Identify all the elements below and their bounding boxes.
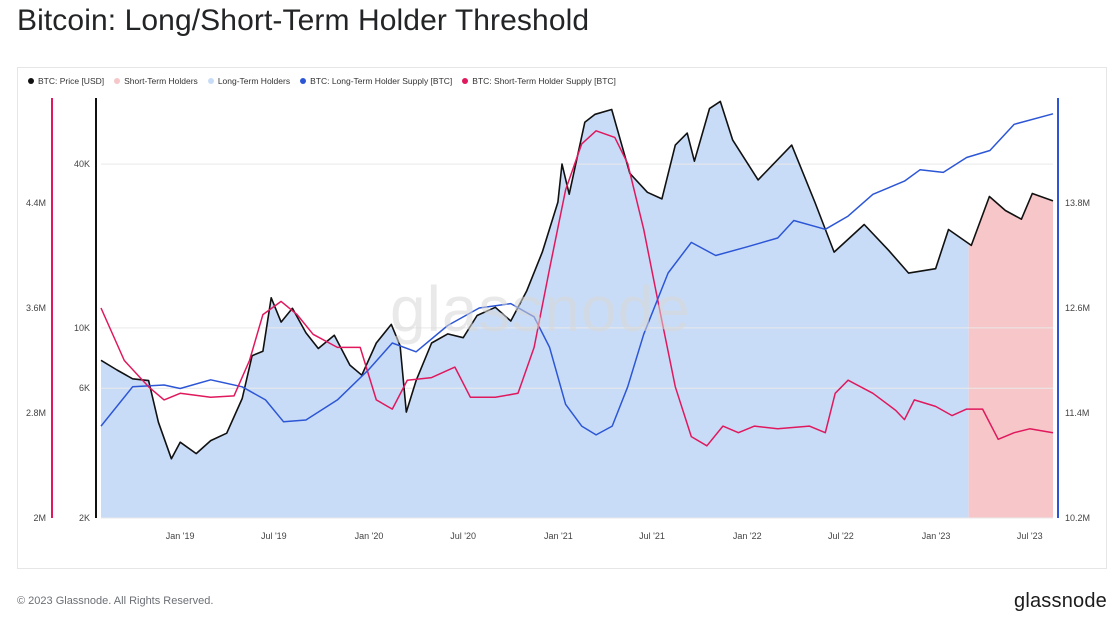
copyright-text: © 2023 Glassnode. All Rights Reserved. <box>17 595 214 607</box>
regime-area-long-term-holders <box>101 101 969 519</box>
x-axis-tick-label: Jul '23 <box>1017 531 1043 541</box>
chart-legend: BTC: Price [USD] Short-Term Holders Long… <box>28 76 616 86</box>
x-axis-tick-label: Jan '23 <box>922 531 951 541</box>
x-axis-tick-label: Jul '21 <box>639 531 665 541</box>
lth-axis-tick-label: 13.8M <box>1065 198 1090 208</box>
glassnode-logo[interactable]: glassnode <box>1014 590 1107 612</box>
lth-axis-tick-label: 10.2M <box>1065 513 1090 523</box>
legend-label-short-term-holders: Short-Term Holders <box>124 76 198 86</box>
legend-label-lth-supply: BTC: Long-Term Holder Supply [BTC] <box>310 76 453 86</box>
sth-axis-tick-label: 2M <box>33 513 46 523</box>
legend-item-short-term-holders[interactable]: Short-Term Holders <box>114 76 198 86</box>
chart-panel: 2M 2.8M 3.6M 4.4M 2K 6K 10K 40K 10.2M 11.4M 12.6M 1… <box>17 67 1107 569</box>
legend-label-price: BTC: Price [USD] <box>38 76 105 86</box>
x-axis-tick-label: Jul '19 <box>261 531 287 541</box>
lth-axis-tick-label: 12.6M <box>1065 303 1090 313</box>
legend-item-sth-supply[interactable]: BTC: Short-Term Holder Supply [BTC] <box>462 76 616 86</box>
legend-swatch-long-term-holders <box>207 78 214 84</box>
sth-axis-tick-label: 3.6M <box>26 303 46 313</box>
legend-item-long-term-holders[interactable]: Long-Term Holders <box>207 76 291 86</box>
price-axis-tick-label: 6K <box>79 383 90 393</box>
lth-axis-tick-label: 11.4M <box>1065 408 1089 418</box>
x-axis-tick-label: Jan '21 <box>544 531 573 541</box>
price-axis-tick-label: 2K <box>79 513 90 523</box>
sth-axis-tick-label: 2.8M <box>26 408 46 418</box>
regime-area-short-term-holders <box>968 193 1053 518</box>
legend-item-lth-supply[interactable]: BTC: Long-Term Holder Supply [BTC] <box>300 76 452 86</box>
legend-item-price[interactable]: BTC: Price [USD] <box>28 76 104 86</box>
x-axis-tick-label: Jan '22 <box>733 531 762 541</box>
sth-axis-tick-label: 4.4M <box>26 198 46 208</box>
chart-title: Bitcoin: Long/Short-Term Holder Threshol… <box>17 4 590 37</box>
legend-label-long-term-holders: Long-Term Holders <box>217 76 291 86</box>
x-axis-tick-label: Jan '19 <box>166 531 195 541</box>
legend-swatch-sth-supply <box>462 78 469 84</box>
sth-supply-line <box>100 130 1054 447</box>
x-axis-tick-label: Jan '20 <box>355 531 384 541</box>
legend-swatch-lth-supply <box>300 78 307 84</box>
price-axis-tick-label: 40K <box>74 159 90 169</box>
price-line <box>100 100 1054 460</box>
legend-swatch-short-term-holders <box>114 78 121 84</box>
x-axis-tick-label: Jul '20 <box>450 531 476 541</box>
price-axis-tick-label: 10K <box>74 323 90 333</box>
legend-swatch-price <box>28 78 34 84</box>
lth-supply-line <box>100 113 1054 436</box>
chart-canvas: 2M 2.8M 3.6M 4.4M 2K 6K 10K 40K 10.2M 11.4M 12.6M 1… <box>26 98 1090 541</box>
x-axis-tick-label: Jul '22 <box>828 531 854 541</box>
legend-label-sth-supply: BTC: Short-Term Holder Supply [BTC] <box>472 76 616 86</box>
